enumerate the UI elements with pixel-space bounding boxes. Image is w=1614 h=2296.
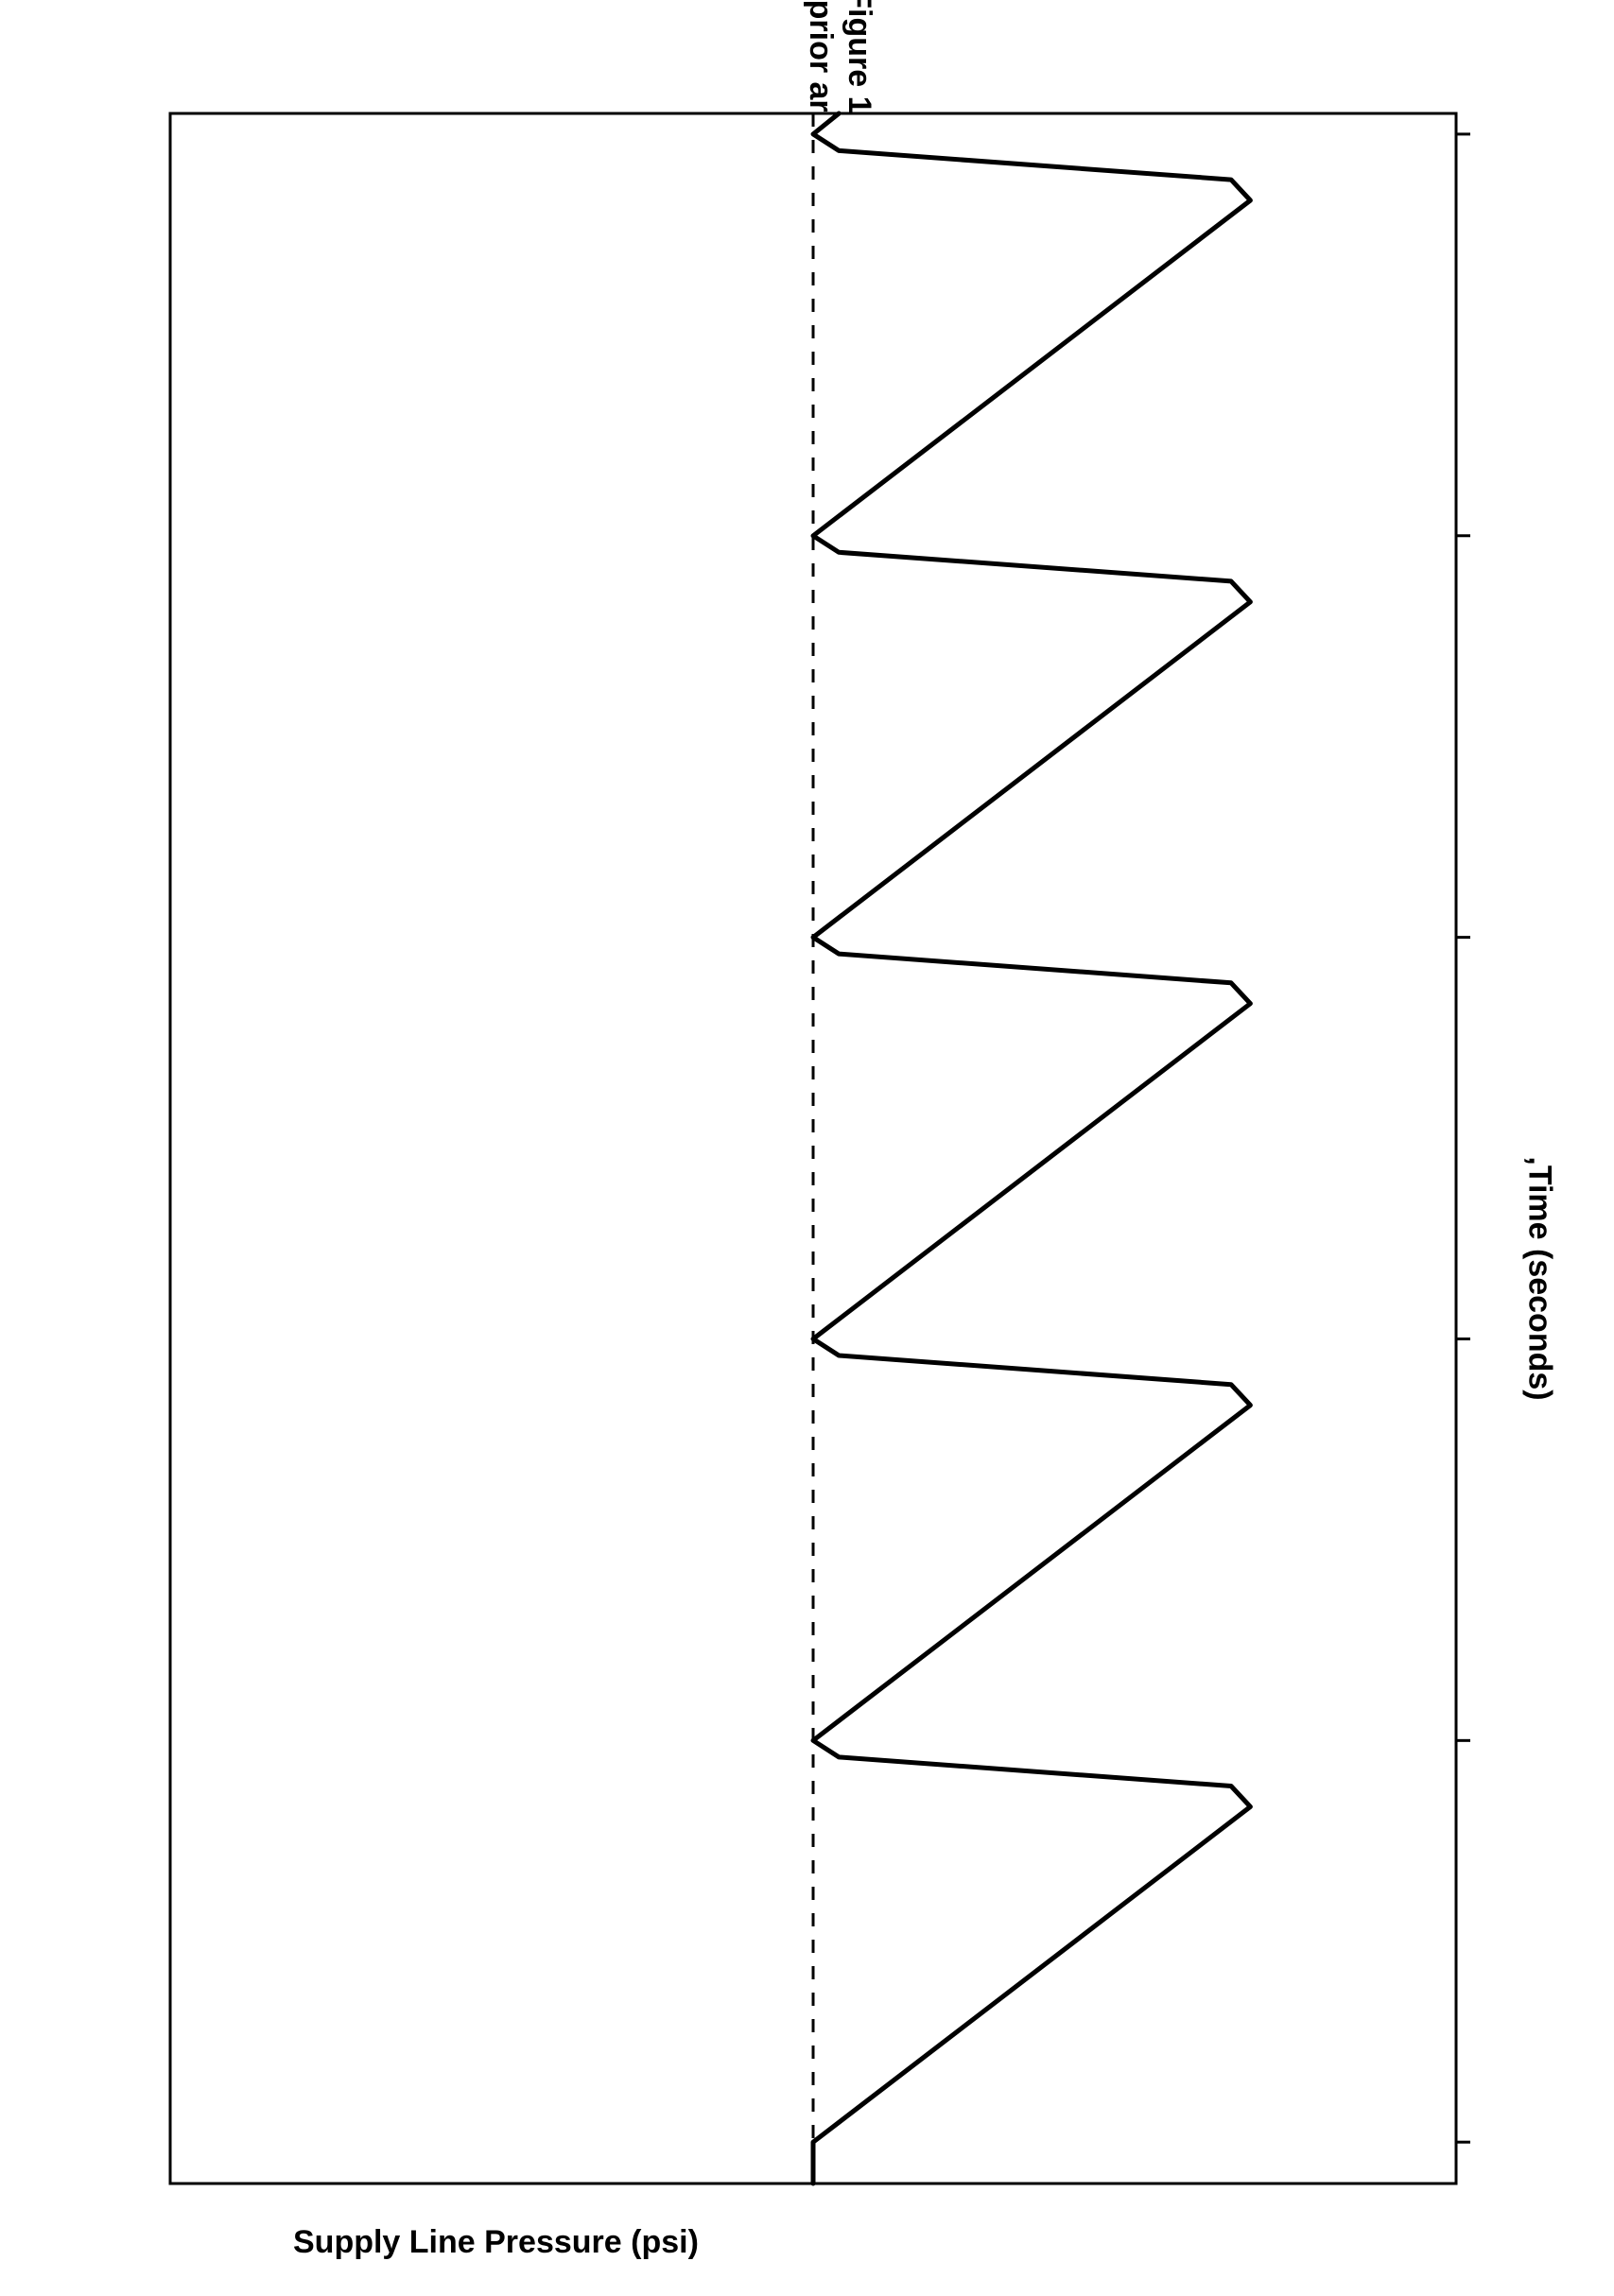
figure-stage: Figure 1b (prior art) Supply Line Pressu… — [0, 0, 1614, 2296]
pressure-chart — [0, 0, 1614, 2296]
